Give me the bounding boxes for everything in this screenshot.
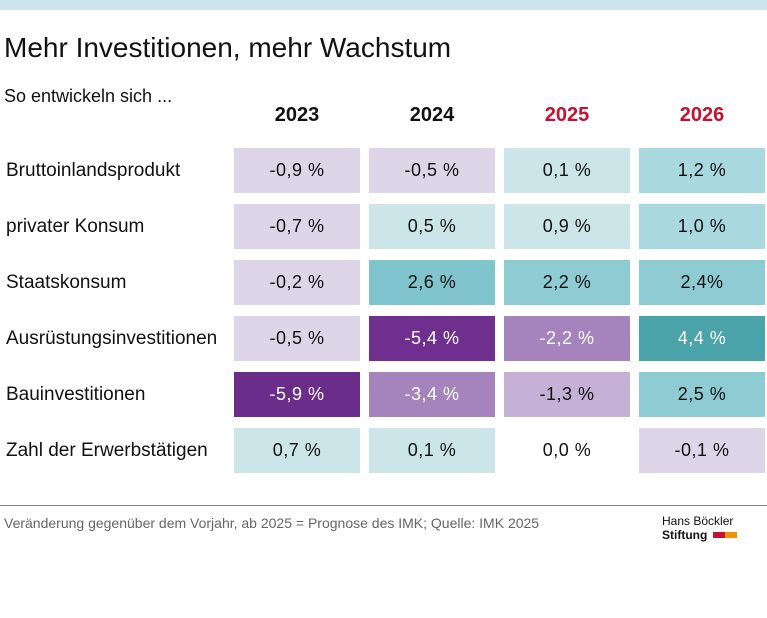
- row-label: Staatskonsum: [6, 271, 127, 293]
- table-cell: 0,1 %: [369, 428, 495, 473]
- table-cell: 0,0 %: [504, 428, 630, 473]
- column-header: 2024: [409, 104, 455, 126]
- column-header: 2025: [544, 104, 590, 126]
- divider: [0, 505, 767, 506]
- table-cell: 0,1 %: [504, 148, 630, 193]
- row-label: Zahl der Erwerbstätigen: [6, 439, 208, 461]
- table-cell: 2,6 %: [369, 260, 495, 305]
- table-cell: 2,2 %: [504, 260, 630, 305]
- logo: Hans Böckler Stiftung: [662, 514, 738, 542]
- column-header: 2023: [274, 104, 320, 126]
- table-cell: -0,1 %: [639, 428, 765, 473]
- top-bar: [0, 0, 767, 10]
- table-cell: -5,4 %: [369, 316, 495, 361]
- table-cell: -0,5 %: [234, 316, 360, 361]
- table-cell: 1,2 %: [639, 148, 765, 193]
- column-header: 2026: [679, 104, 725, 126]
- row-label: Bruttoinlandsprodukt: [6, 159, 181, 181]
- title: Mehr Investitionen, mehr Wachstum: [4, 32, 452, 63]
- table-cell: -0,2 %: [234, 260, 360, 305]
- row-label: Ausrüstungsinvestitionen: [6, 327, 218, 349]
- table-cell: -0,9 %: [234, 148, 360, 193]
- logo-line: Stiftung: [662, 528, 708, 542]
- table-cell: 2,5 %: [639, 372, 765, 417]
- table-cell: 0,7 %: [234, 428, 360, 473]
- row-label: Bauinvestitionen: [6, 383, 146, 405]
- table-cell: -1,3 %: [504, 372, 630, 417]
- table-cell: -5,9 %: [234, 372, 360, 417]
- table-cell: -0,5 %: [369, 148, 495, 193]
- table-cell: -3,4 %: [369, 372, 495, 417]
- table-cell: 4,4 %: [639, 316, 765, 361]
- table-cell: -0,7 %: [234, 204, 360, 249]
- logo-row: Stiftung: [662, 528, 738, 542]
- logo-mark: [713, 532, 738, 538]
- logo-line: Hans Böckler: [662, 514, 734, 528]
- table-cell: 1,0 %: [639, 204, 765, 249]
- row-label: privater Konsum: [6, 215, 145, 237]
- footnote: Veränderung gegenüber dem Vorjahr, ab 20…: [4, 515, 540, 531]
- table-cell: -2,2 %: [504, 316, 630, 361]
- table-cell: 0,5 %: [369, 204, 495, 249]
- subtitle: So entwickeln sich ...: [4, 86, 173, 106]
- table-cell: 2,4%: [639, 260, 765, 305]
- table-cell: 0,9 %: [504, 204, 630, 249]
